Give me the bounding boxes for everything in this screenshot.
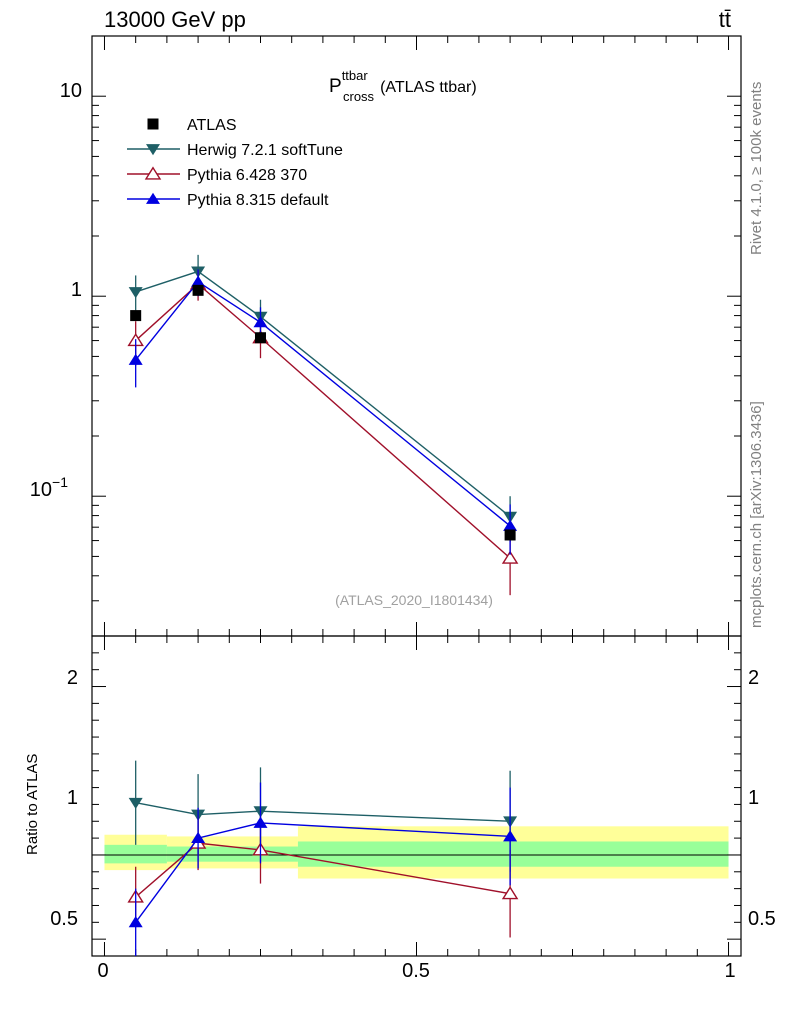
mcplots-label: mcplots.cern.ch [arXiv:1306.3436] bbox=[748, 401, 765, 628]
analysis-watermark: (ATLAS_2020_I1801434) bbox=[335, 592, 493, 608]
main-ytick-exponent: −1 bbox=[52, 474, 68, 490]
ratio-line-pythia6 bbox=[135, 842, 511, 898]
ratio-point-pythia8-2 bbox=[253, 816, 268, 828]
ratio-point-pythia8-1 bbox=[191, 831, 206, 844]
xtick-label-1: 1 bbox=[724, 960, 735, 982]
main-point-atlas-3 bbox=[504, 529, 516, 541]
title-sup: ttbar bbox=[342, 68, 369, 83]
ratio-ylabel: Ratio to ATLAS bbox=[24, 754, 41, 855]
plot-title: Pttbar cross (ATLAS ttbar) bbox=[329, 68, 477, 104]
legend-marker-pythia8 bbox=[146, 192, 160, 204]
ratio-band-inner-0 bbox=[104, 844, 167, 864]
ratio-band-inner-2 bbox=[297, 841, 729, 867]
main-point-atlas-0 bbox=[130, 310, 142, 322]
legend-label-atlas: ATLAS bbox=[187, 117, 237, 134]
main-point-pythia8-3 bbox=[503, 519, 518, 531]
main-line-pythia8 bbox=[135, 280, 511, 527]
legend: ATLAS Herwig 7.2.1 softTune Pythia 6.428… bbox=[127, 117, 343, 209]
beam-label: 13000 GeV pp bbox=[104, 7, 246, 32]
legend-label-herwig: Herwig 7.2.1 softTune bbox=[187, 142, 343, 159]
legend-label-pythia6: Pythia 6.428 370 bbox=[187, 167, 307, 184]
main-point-herwig-0 bbox=[128, 287, 143, 299]
ratio-ytick-label-2-right: 2 bbox=[748, 667, 759, 689]
xtick-label-0: 0 bbox=[97, 960, 108, 982]
legend-marker-pythia6 bbox=[144, 166, 162, 180]
legend-marker-atlas bbox=[147, 118, 159, 130]
legend-label-pythia8: Pythia 8.315 default bbox=[187, 192, 329, 209]
ratio-point-pythia8-0 bbox=[128, 916, 143, 928]
process-label: tt̄ bbox=[719, 7, 731, 32]
main-ytick-base: 10 bbox=[30, 479, 52, 501]
main-ytick-label-0.1: 10−1 bbox=[30, 474, 68, 501]
ratio-ytick-label-0.5-left: 0.5 bbox=[50, 908, 78, 930]
main-point-pythia6-3 bbox=[501, 550, 519, 564]
legend-marker-herwig bbox=[146, 144, 160, 156]
ratio-line-pythia8 bbox=[135, 822, 511, 923]
main-point-atlas-1 bbox=[192, 284, 204, 296]
main-point-atlas-2 bbox=[254, 332, 266, 344]
title-sub: cross bbox=[343, 89, 375, 104]
ratio-plot-frame bbox=[91, 635, 742, 957]
main-line-herwig bbox=[135, 270, 511, 518]
ratio-ytick-label-1-right: 1 bbox=[748, 787, 759, 809]
main-point-pythia8-1 bbox=[191, 275, 206, 287]
title-suffix: (ATLAS ttbar) bbox=[380, 79, 477, 96]
ratio-point-pythia8-3 bbox=[503, 830, 518, 842]
main-line-pythia6 bbox=[135, 283, 511, 559]
ratio-point-pythia6-3 bbox=[501, 886, 519, 900]
main-ytick-label-1: 1 bbox=[71, 279, 82, 301]
ratio-point-herwig-0 bbox=[128, 797, 143, 810]
ratio-ytick-label-2-left: 2 bbox=[67, 667, 78, 689]
xtick-label-0.5: 0.5 bbox=[402, 960, 430, 982]
rivet-label: Rivet 4.1.0, ≥ 100k events bbox=[748, 82, 765, 255]
ratio-ytick-label-1-left: 1 bbox=[67, 787, 78, 809]
title-main: P bbox=[329, 76, 342, 97]
main-point-pythia8-2 bbox=[253, 316, 268, 328]
main-point-pythia8-0 bbox=[128, 353, 143, 365]
ratio-ytick-label-0.5-right: 0.5 bbox=[748, 908, 776, 930]
ratio-line-herwig bbox=[135, 802, 511, 822]
main-ytick-label-10: 10 bbox=[60, 80, 82, 102]
